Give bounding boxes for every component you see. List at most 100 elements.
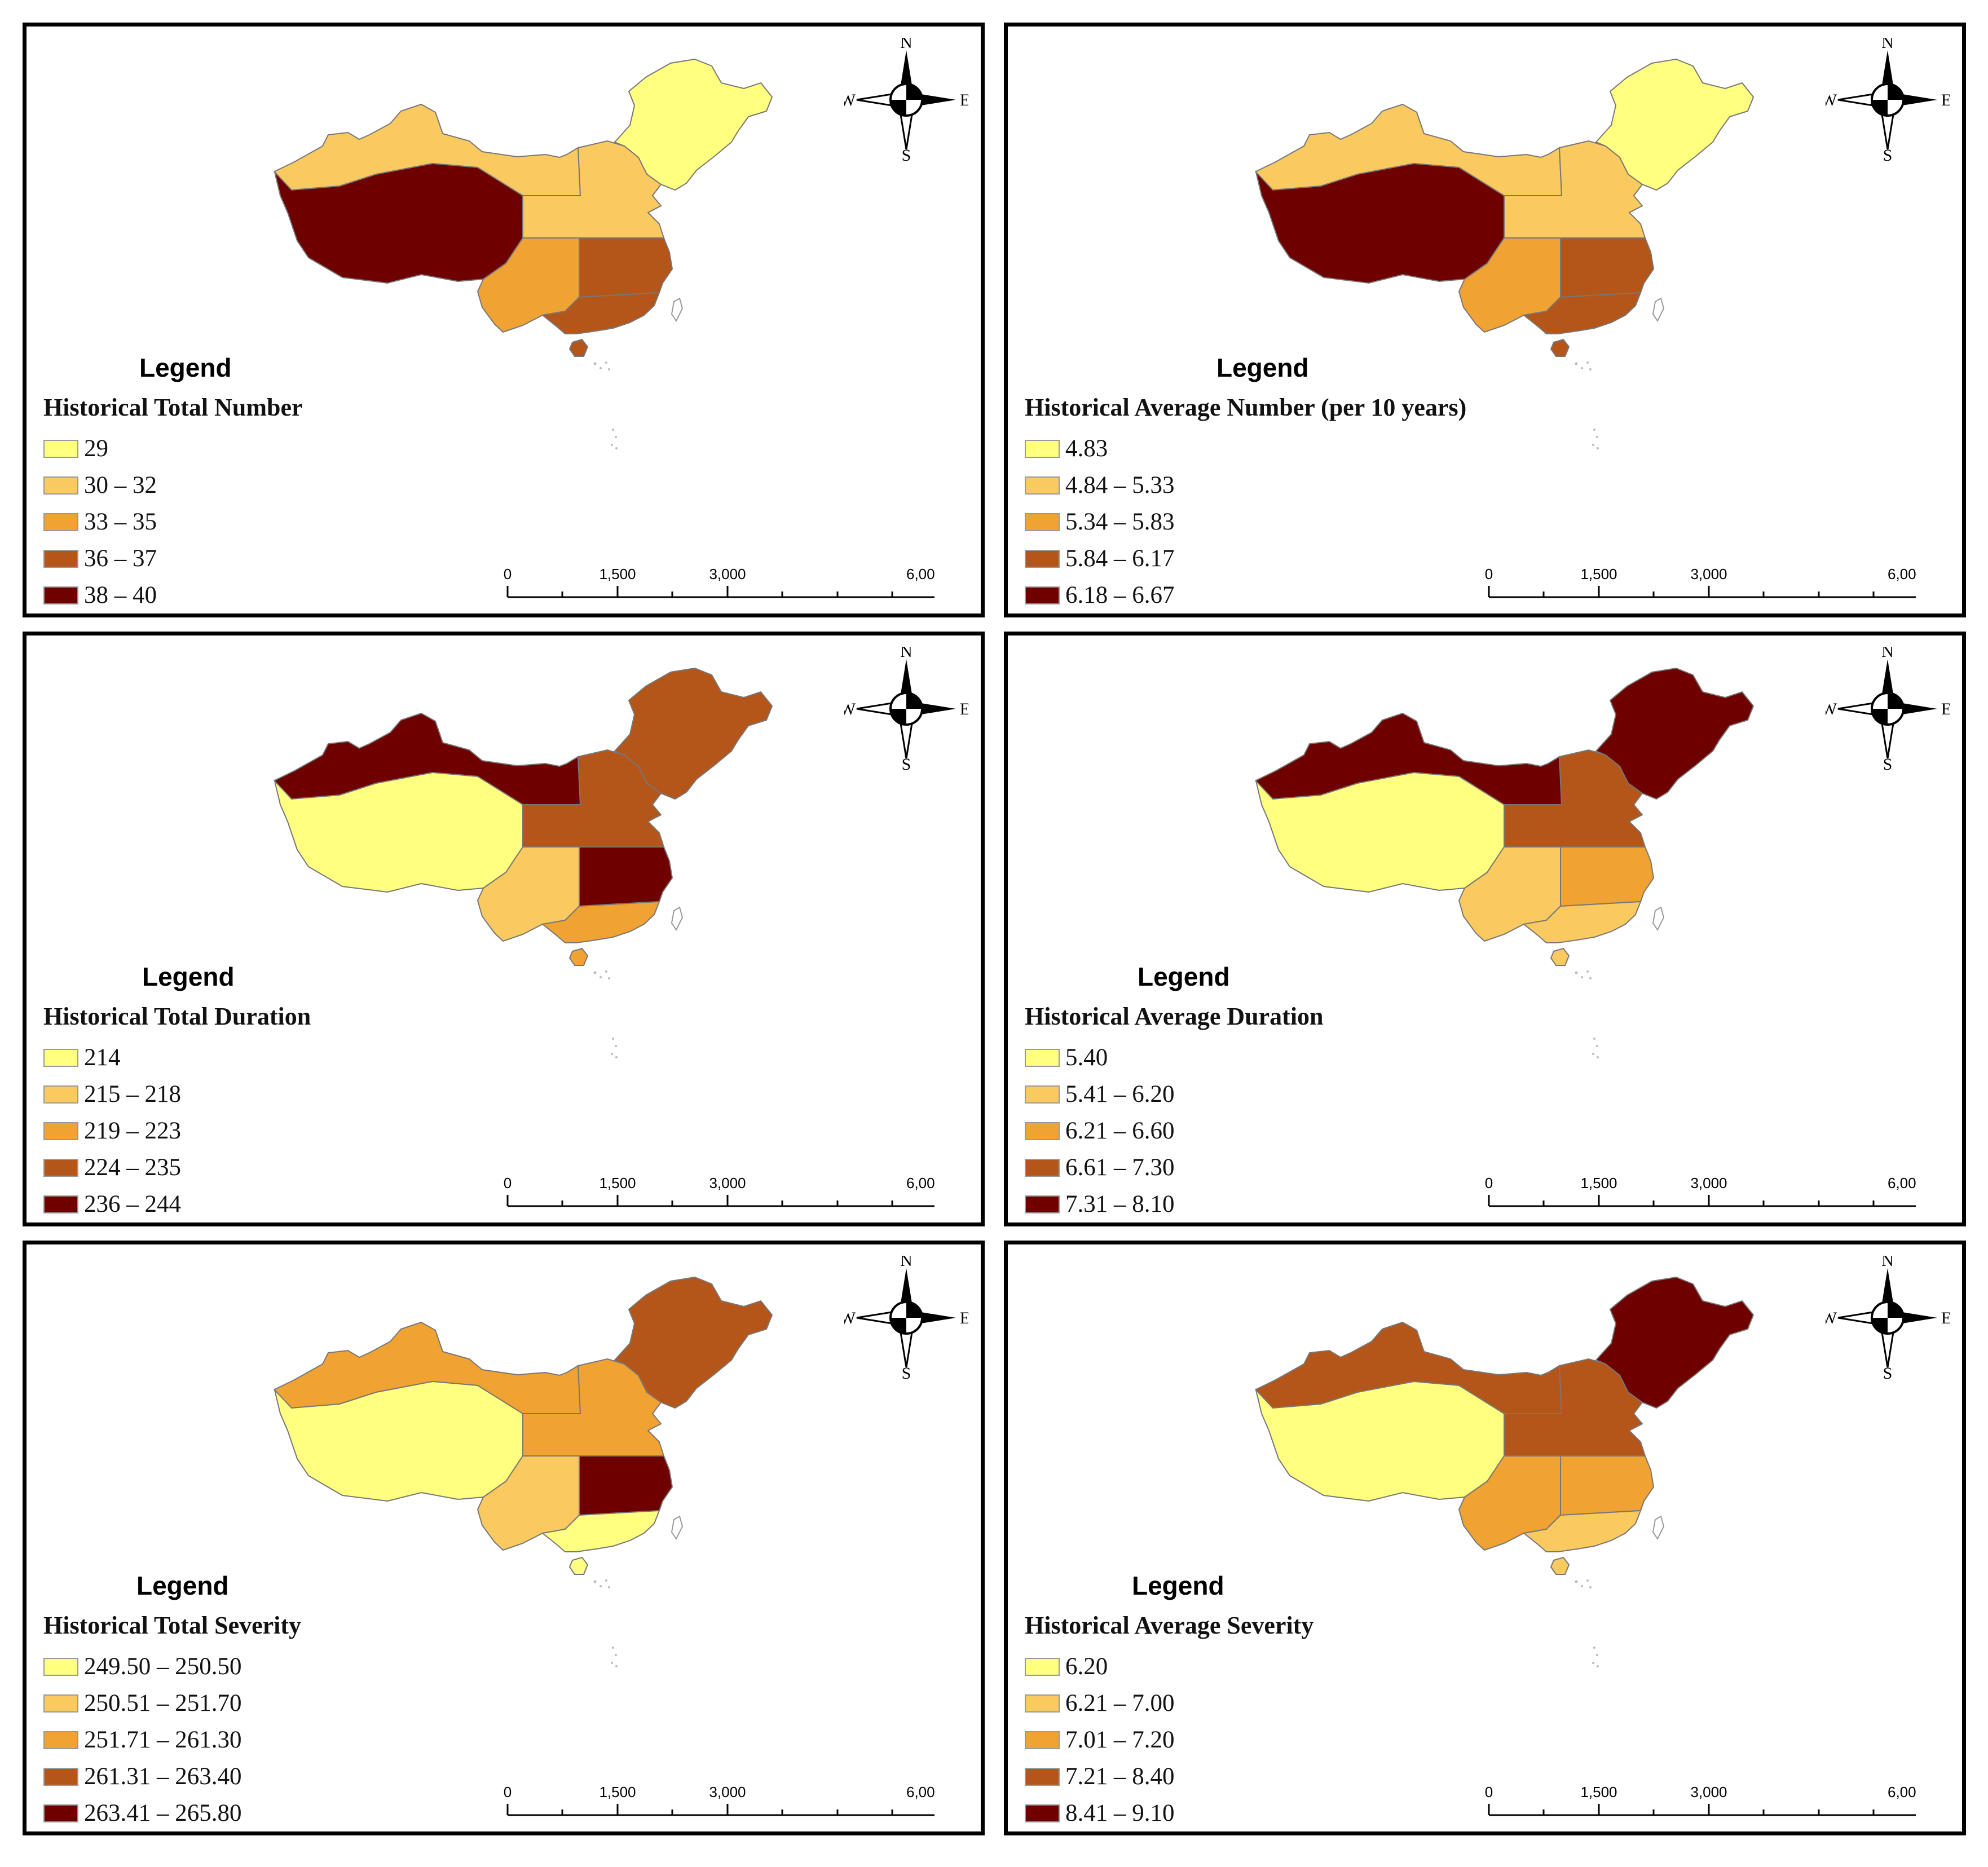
scale-label-6000: 6,000 km — [1888, 1784, 1916, 1800]
legend-item: 6.21 – 7.00 — [1025, 1685, 1175, 1722]
compass-label-n: N — [1881, 647, 1894, 661]
map-panel-4: N S W E Legend Historical Average Durati… — [1004, 632, 1966, 1226]
north-arrow: N S W E — [1826, 1256, 1950, 1380]
scale-label-3000: 3,000 — [709, 1784, 746, 1800]
legend-swatch — [43, 1767, 78, 1786]
scale-bar: 0 1,500 3,000 6,000 km — [504, 1784, 935, 1816]
legend-label: 263.41 – 265.80 — [84, 1800, 242, 1826]
region-map — [274, 58, 773, 449]
compass-label-e: E — [960, 91, 968, 109]
legend-swatch — [43, 1085, 78, 1104]
legend-label: 6.21 – 7.00 — [1065, 1690, 1175, 1716]
scale-label-1500: 1,500 — [599, 1784, 636, 1800]
legend-label: 6.20 — [1065, 1653, 1108, 1680]
legend-swatch — [43, 439, 78, 458]
legend-item: 8.41 – 9.10 — [1025, 1795, 1175, 1831]
region-hainan — [568, 947, 589, 966]
legend-label: 29 — [84, 435, 108, 462]
legend-item: 6.61 – 7.30 — [1025, 1149, 1175, 1186]
legend-items: 214 215 – 218 219 – 223 224 – 235 236 – 244 — [43, 1039, 181, 1222]
compass-label-e: E — [960, 700, 968, 718]
legend-title: Historical Total Number — [43, 394, 303, 421]
region-hainan — [1550, 1556, 1570, 1575]
legend-swatch — [1025, 1048, 1060, 1067]
scattered-islands — [593, 970, 618, 1058]
legend-swatch — [43, 1048, 78, 1067]
region-map — [274, 667, 773, 1058]
region-east — [1560, 1455, 1655, 1516]
scale-label-3000: 3,000 — [1690, 1784, 1727, 1800]
north-arrow: N S W E — [844, 647, 968, 771]
legend-swatch — [1025, 1158, 1060, 1177]
map-panel-1: N S W E Legend Historical Total Number 2… — [23, 23, 985, 617]
compass-label-s: S — [1883, 755, 1893, 771]
map-panel-3: N S W E Legend Historical Total Duration… — [23, 632, 985, 1226]
legend-label: 5.84 – 6.17 — [1065, 545, 1175, 572]
legend-item: 36 – 37 — [43, 540, 157, 577]
compass-label-s: S — [902, 755, 911, 771]
region-east — [1560, 846, 1655, 907]
legend-heading: Legend — [1132, 1571, 1224, 1600]
region-northeast — [614, 1276, 773, 1409]
legend-item: 215 – 218 — [43, 1076, 181, 1113]
legend-title: Historical Average Number (per 10 years) — [1025, 394, 1467, 421]
compass-label-w: W — [1826, 700, 1837, 718]
legend-label: 251.71 – 261.30 — [84, 1727, 242, 1753]
scale-label-3000: 3,000 — [1690, 1175, 1727, 1191]
compass-label-e: E — [1941, 1309, 1950, 1327]
scale-label-1500: 1,500 — [1580, 1784, 1617, 1800]
legend-swatch — [1025, 1195, 1060, 1213]
legend-title: Historical Average Duration — [1025, 1003, 1324, 1030]
legend-swatch — [43, 1657, 78, 1676]
compass-label-s: S — [902, 1364, 911, 1380]
legend-swatch — [1025, 1767, 1060, 1786]
scale-label-1500: 1,500 — [1580, 566, 1617, 582]
legend-item: 29 — [43, 430, 157, 467]
north-arrow: N S W E — [1826, 38, 1950, 162]
compass-label-n: N — [900, 647, 913, 661]
legend-item: 4.83 — [1025, 430, 1175, 467]
compass-label-w: W — [844, 1309, 856, 1327]
region-hainan — [1550, 947, 1570, 966]
scale-label-6000: 6,000 km — [906, 566, 935, 582]
region-map — [1255, 667, 1755, 1058]
legend-swatch — [43, 1195, 78, 1213]
legend-heading: Legend — [139, 353, 232, 382]
legend-items: 5.40 5.41 – 6.20 6.21 – 6.60 6.61 – 7.30 7.3… — [1025, 1039, 1175, 1222]
legend-label: 7.01 – 7.20 — [1065, 1727, 1175, 1753]
legend-label: 36 – 37 — [84, 545, 157, 572]
legend-label: 33 – 35 — [84, 509, 157, 535]
legend-item: 7.31 – 8.10 — [1025, 1186, 1175, 1222]
region-east — [579, 237, 673, 298]
legend-swatch — [43, 1122, 78, 1140]
compass-rose-icon — [1837, 659, 1937, 759]
legend-swatch — [1025, 1657, 1060, 1676]
legend-label: 38 – 40 — [84, 582, 157, 608]
legend-swatch — [1025, 1694, 1060, 1712]
legend-item: 7.21 – 8.40 — [1025, 1758, 1175, 1795]
legend-swatch — [1025, 549, 1060, 568]
legend-item: 6.21 – 6.60 — [1025, 1113, 1175, 1149]
region-south — [1522, 292, 1642, 334]
legend-item: 5.41 – 6.20 — [1025, 1076, 1175, 1113]
legend-swatch — [43, 1731, 78, 1749]
scale-label-3000: 3,000 — [1690, 566, 1727, 582]
scale-bar: 0 1,500 3,000 6,000 km — [504, 566, 935, 598]
region-northeast — [1595, 1276, 1755, 1409]
compass-label-w: W — [1826, 91, 1837, 109]
legend-swatch — [1025, 513, 1060, 531]
legend-label: 214 — [84, 1044, 121, 1071]
compass-label-e: E — [1941, 700, 1950, 718]
legend-item: 30 – 32 — [43, 467, 157, 504]
legend-label: 6.61 – 7.30 — [1065, 1154, 1175, 1181]
legend-swatch — [43, 549, 78, 568]
legend-label: 6.21 – 6.60 — [1065, 1118, 1175, 1144]
legend-swatch — [43, 1158, 78, 1177]
legend-item: 263.41 – 265.80 — [43, 1795, 242, 1831]
legend-item: 236 – 244 — [43, 1186, 181, 1222]
legend-swatch — [43, 1804, 78, 1822]
scattered-islands — [1575, 970, 1599, 1058]
legend-item: 6.18 – 6.67 — [1025, 577, 1175, 613]
region-northeast — [1595, 58, 1755, 191]
legend-item: 38 – 40 — [43, 577, 157, 613]
